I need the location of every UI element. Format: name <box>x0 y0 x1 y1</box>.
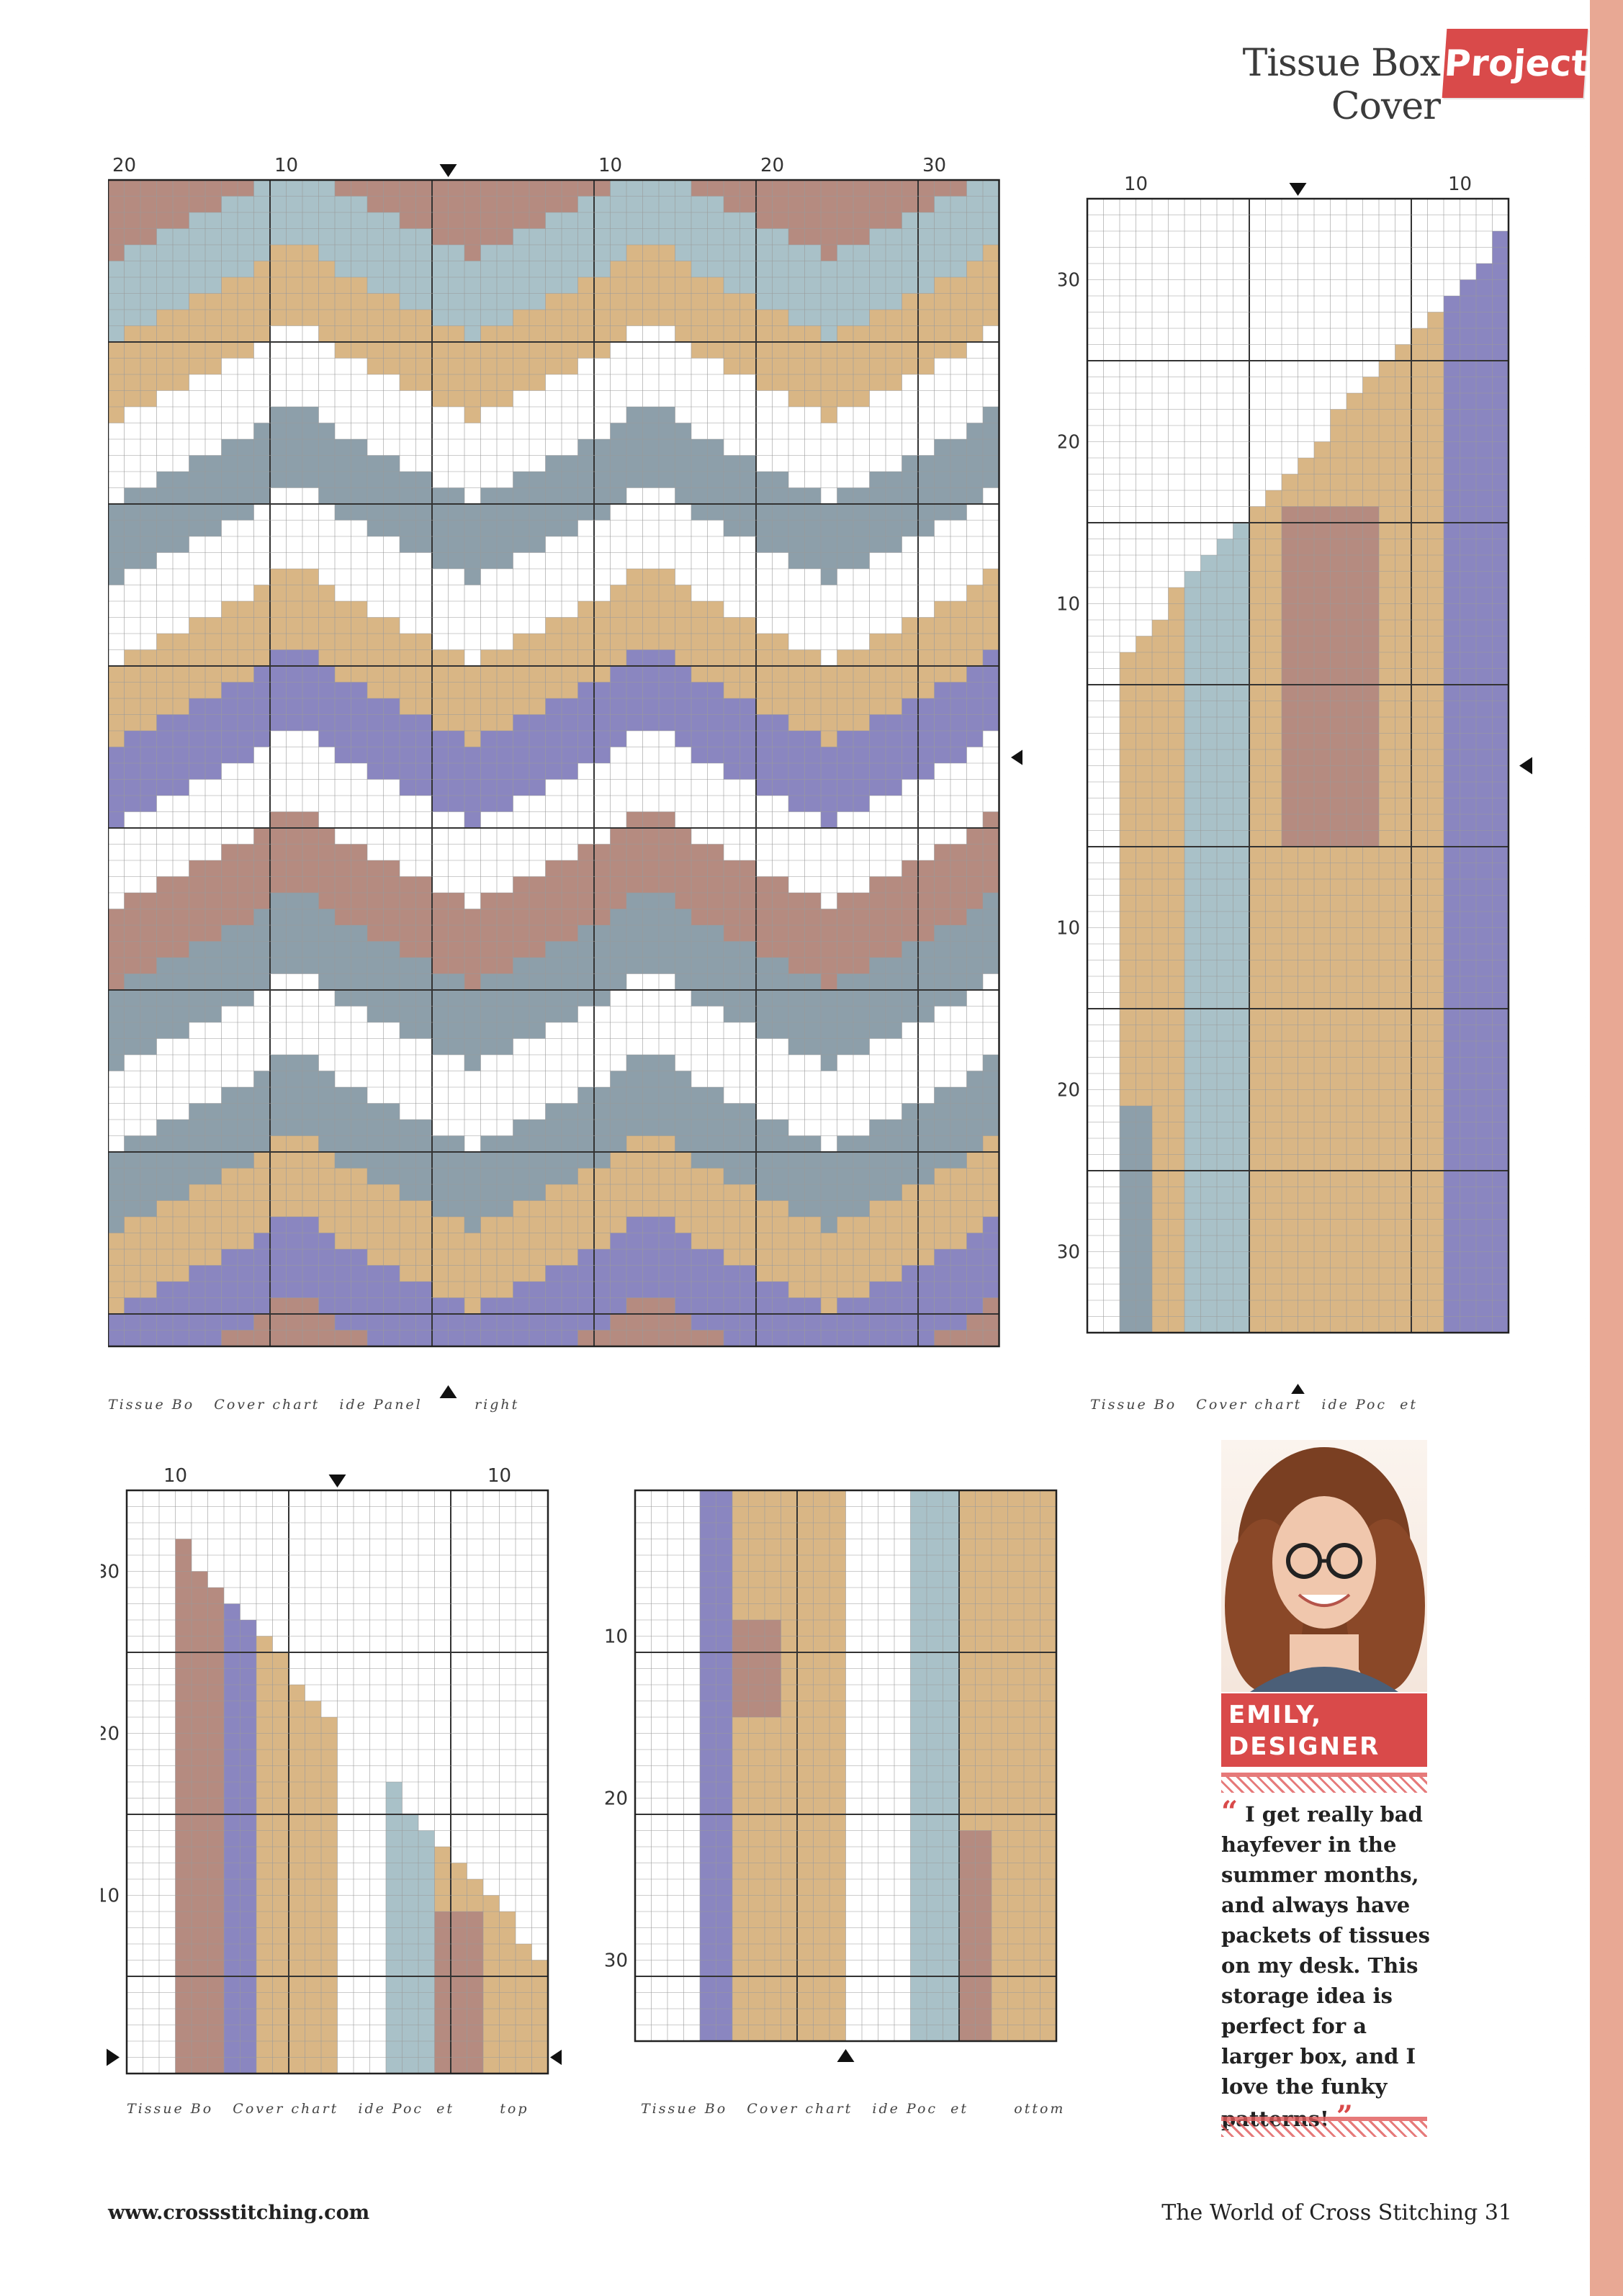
chart-left-number: 20 <box>1058 1080 1080 1102</box>
footer-magazine-title: The World of Cross Stitching <box>1161 2200 1478 2225</box>
chart-top-number: 20 <box>112 155 136 176</box>
quote-divider-top <box>1221 1773 1427 1793</box>
chart-centre-arrow <box>107 2048 120 2066</box>
chart-side-pocket-grid: 10 10 30 20 10 10 20 30 <box>1058 174 1532 1394</box>
grid-lines <box>108 179 1000 1348</box>
designer-role: DESIGNER <box>1228 1732 1380 1761</box>
stitch-cells <box>1087 231 1509 1333</box>
chart-left-number: 30 <box>1058 270 1080 292</box>
grid-lines <box>125 1489 549 2075</box>
page-edge-scallop <box>1581 0 1593 2296</box>
page-edge-strip <box>1590 0 1623 2296</box>
chart-left-number: 30 <box>101 1562 120 1583</box>
open-quote-mark: “ <box>1221 1795 1238 1829</box>
running-title: Tissue Box Cover <box>1242 42 1441 128</box>
designer-photo <box>1221 1440 1427 1692</box>
chart-left-number: 10 <box>1058 594 1080 616</box>
chart-pocket-bottom: 10 20 30 <box>595 1483 1070 2095</box>
chart-top-number: 10 <box>598 155 622 176</box>
chart-left-number: 30 <box>1058 1242 1080 1264</box>
chart-side-panel-grid: 20 10 10 20 30 <box>108 155 1022 1398</box>
chart-left-number: 20 <box>1058 432 1080 454</box>
chart-pocket-top-grid: 10 10 30 20 10 <box>101 1465 562 2075</box>
designer-name-bar: EMILY, DESIGNER <box>1221 1693 1427 1767</box>
chart-side-pocket: 10 10 30 20 10 10 20 30 <box>1058 170 1534 1394</box>
chart-pocket-top: 10 10 30 20 10 <box>101 1454 562 2095</box>
chart-centre-arrow <box>1011 749 1022 765</box>
chart-side-panel: 20 10 10 20 30 <box>108 151 1022 1404</box>
chart-left-number: 20 <box>604 1788 628 1810</box>
footer-page-number: 31 <box>1484 2200 1512 2225</box>
chart-top-number: 30 <box>922 155 946 176</box>
designer-portrait-illustration <box>1225 1447 1425 1692</box>
chart-caption-side-pocket: Tissue Bo Cover chart ide Poc et <box>1090 1397 1418 1413</box>
chart-centre-arrow <box>439 164 457 177</box>
designer-quote: “ I get really bad hayfever in the summe… <box>1221 1797 1430 2134</box>
stitch-cells <box>635 1490 1056 2041</box>
chart-top-number: 10 <box>1124 174 1148 195</box>
chart-left-number: 30 <box>604 1950 628 1972</box>
chart-caption-pocket-top: Tissue Bo Cover chart ide Poc et top <box>127 2101 529 2117</box>
grid-lines <box>1086 197 1510 1334</box>
chart-centre-arrow <box>328 1475 346 1487</box>
chart-caption-pocket-bottom: Tissue Bo Cover chart ide Poc et ottom <box>641 2101 1066 2117</box>
footer-magazine: The World of Cross Stitching 31 <box>1123 2200 1512 2225</box>
chart-left-number: 10 <box>101 1886 120 1907</box>
chart-top-number: 10 <box>274 155 298 176</box>
chart-centre-arrow <box>1289 183 1307 196</box>
chart-centre-arrow <box>837 2049 855 2062</box>
chart-left-number: 20 <box>101 1724 120 1745</box>
stitch-cells <box>127 1490 548 2074</box>
chart-top-number: 10 <box>487 1465 511 1487</box>
quote-divider-bottom <box>1221 2117 1427 2137</box>
chart-centre-arrow <box>439 1385 457 1398</box>
footer-website[interactable]: www.crossstitching.com <box>108 2202 370 2224</box>
designer-quote-text: I get really bad hayfever in the summer … <box>1221 1802 1430 2131</box>
chart-caption-side-panel: Tissue Bo Cover chart ide Panel right <box>108 1397 520 1413</box>
chart-top-number: 10 <box>163 1465 187 1487</box>
chart-centre-arrow <box>1291 1384 1305 1394</box>
chart-top-number: 20 <box>760 155 784 176</box>
grid-lines <box>634 1489 1058 2043</box>
chart-centre-arrow <box>550 2049 562 2066</box>
stitch-cells <box>108 180 999 1346</box>
designer-name: EMILY, <box>1228 1701 1322 1729</box>
section-tag: Project <box>1442 29 1590 98</box>
chart-left-number: 10 <box>604 1626 628 1648</box>
chart-centre-arrow <box>1519 757 1532 775</box>
chart-top-number: 10 <box>1448 174 1472 195</box>
chart-left-number: 10 <box>1058 918 1080 940</box>
chart-pocket-bottom-grid: 10 20 30 <box>604 1489 1058 2062</box>
